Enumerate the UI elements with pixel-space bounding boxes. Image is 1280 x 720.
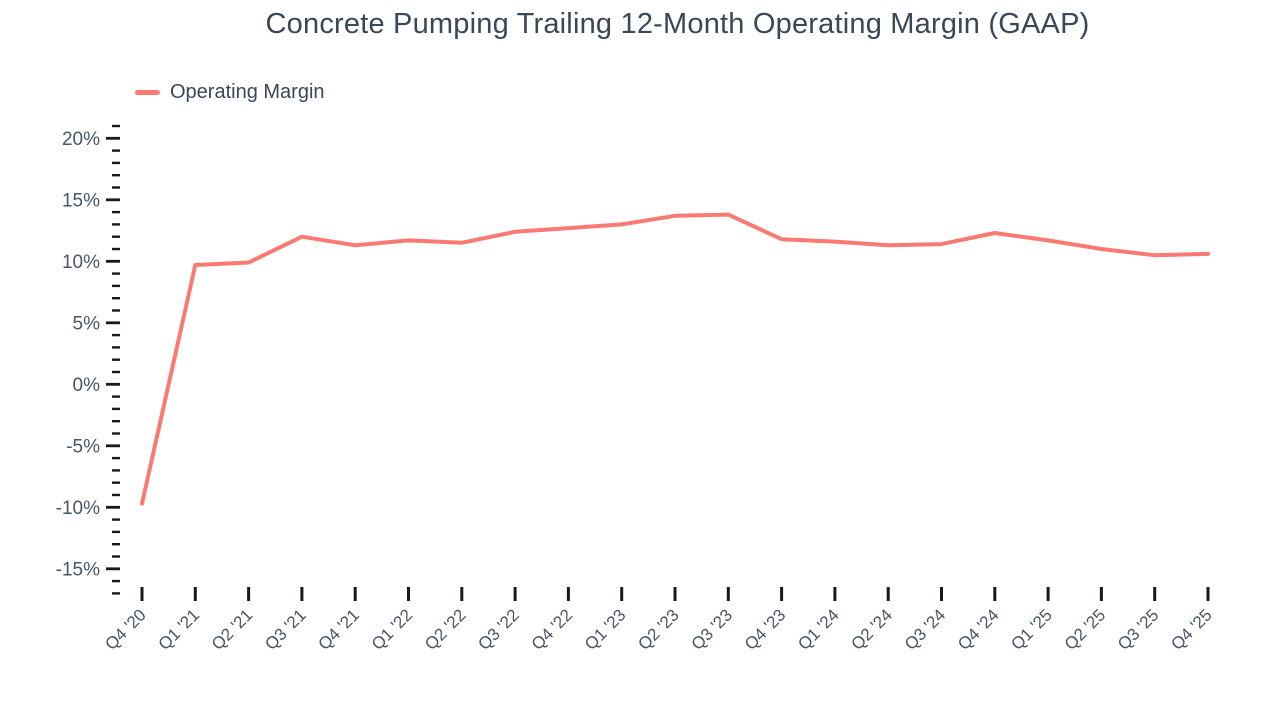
y-tick-label: 15%	[62, 190, 100, 211]
legend: Operating Margin	[135, 81, 325, 104]
x-tick-label: Q2 '23	[634, 605, 682, 653]
y-tick-label: -10%	[56, 498, 100, 519]
y-tick-label: 20%	[62, 129, 100, 150]
y-tick-label: -5%	[66, 436, 100, 457]
x-tick-label: Q3 '25	[1114, 605, 1162, 653]
x-tick-label: Q1 '24	[794, 605, 842, 653]
x-tick-label: Q4 '22	[528, 605, 576, 653]
x-tick-label: Q3 '24	[901, 605, 949, 653]
x-axis-labels: Q4 '20 Q1 '21 Q2 '21 Q3 '21 Q4 '21 Q1 '22 Q2 '…	[101, 605, 1215, 653]
x-tick-label: Q4 '21	[315, 605, 363, 653]
x-tick-label: Q1 '25	[1007, 605, 1055, 653]
y-tick-label: -15%	[56, 559, 100, 580]
x-tick-label: Q1 '22	[368, 605, 416, 653]
x-tick-label: Q1 '21	[155, 605, 203, 653]
x-tick-label: Q4 '23	[741, 605, 789, 653]
x-tick-label: Q2 '21	[208, 605, 256, 653]
x-tick-label: Q2 '22	[421, 605, 469, 653]
x-tick-label: Q2 '25	[1061, 605, 1109, 653]
x-tick-label: Q3 '22	[474, 605, 522, 653]
y-tick-label: 10%	[62, 252, 100, 273]
legend-label: Operating Margin	[170, 81, 325, 103]
x-tick-label: Q1 '23	[581, 605, 629, 653]
x-tick-label: Q4 '24	[954, 605, 1002, 653]
legend-swatch-icon	[135, 90, 160, 95]
x-tick-label: Q3 '23	[688, 605, 736, 653]
series-line	[140, 212, 1210, 506]
x-tick-label: Q4 '25	[1167, 605, 1215, 653]
y-axis-labels: -15% -10% -5% 0% 5% 10% 15% 20%	[56, 129, 101, 580]
y-tick-label: 0%	[73, 375, 101, 396]
y-axis-ticks	[106, 124, 120, 595]
x-axis-ticks	[140, 587, 1210, 601]
x-tick-label: Q4 '20	[101, 605, 149, 653]
y-tick-label: 5%	[73, 313, 101, 334]
x-tick-label: Q2 '24	[848, 605, 896, 653]
chart-title: Concrete Pumping Trailing 12-Month Opera…	[265, 8, 1090, 40]
x-tick-label: Q3 '21	[261, 605, 309, 653]
